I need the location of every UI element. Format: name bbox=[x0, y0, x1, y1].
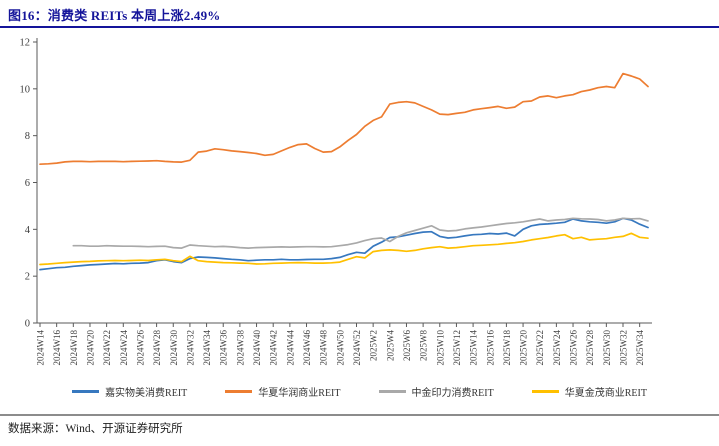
legend-label: 嘉实物美消费REIT bbox=[105, 388, 188, 399]
series-line-2 bbox=[72, 217, 649, 249]
x-tick-label: 2024W18 bbox=[69, 330, 79, 366]
x-tick-label: 2025W28 bbox=[585, 330, 595, 366]
y-tick-label: 10 bbox=[20, 84, 31, 95]
x-tick-label: 2024W34 bbox=[202, 330, 212, 366]
legend-item-3: 华夏金茂商业REIT bbox=[531, 384, 647, 399]
legend-item-1: 华夏华润商业REIT bbox=[225, 384, 341, 399]
x-tick-label: 2025W20 bbox=[519, 330, 529, 366]
x-tick-label: 2024W46 bbox=[302, 330, 312, 366]
x-tick-label: 2025W30 bbox=[602, 330, 612, 366]
y-tick-label: 2 bbox=[25, 272, 30, 283]
x-tick-label: 2024W22 bbox=[102, 330, 112, 366]
x-tick-label: 2025W32 bbox=[619, 330, 629, 366]
y-tick-label: 8 bbox=[25, 131, 30, 142]
x-tick-label: 2025W34 bbox=[635, 330, 645, 366]
y-tick-label: 12 bbox=[20, 38, 31, 49]
x-tick-label: 2024W42 bbox=[269, 330, 279, 366]
x-tick-label: 2025W4 bbox=[385, 330, 395, 361]
x-tick-label: 2024W16 bbox=[52, 330, 62, 366]
chart-legend: 嘉实物美消费REIT 华夏华润商业REIT 中金印力消费REIT 华夏金茂商业REIT bbox=[0, 384, 719, 399]
x-tick-label: 2024W30 bbox=[169, 330, 179, 366]
series-line-3 bbox=[39, 232, 649, 266]
x-tick-label: 2024W32 bbox=[185, 330, 195, 366]
legend-label: 中金印力消费REIT bbox=[411, 388, 494, 399]
y-tick-label: 0 bbox=[25, 319, 30, 330]
x-tick-label: 2025W14 bbox=[469, 330, 479, 366]
x-tick-label: 2024W40 bbox=[252, 330, 262, 366]
x-tick-label: 2025W18 bbox=[502, 330, 512, 366]
legend-item-2: 中金印力消费REIT bbox=[378, 384, 494, 399]
x-tick-label: 2024W44 bbox=[285, 330, 295, 366]
x-tick-label: 2025W22 bbox=[535, 330, 545, 366]
legend-label: 华夏金茂商业REIT bbox=[564, 388, 647, 399]
line-chart: 0 2 4 6 8 10 12 2024W14 2024W16 2024W18 2024W20 202… bbox=[20, 38, 652, 366]
x-tick-label: 2025W16 bbox=[485, 330, 495, 366]
x-tick-label: 2025W26 bbox=[569, 330, 579, 366]
x-tick-label: 2024W52 bbox=[352, 330, 362, 366]
series-line-1 bbox=[39, 72, 649, 166]
footer-divider bbox=[0, 414, 719, 416]
x-tick-label: 2024W14 bbox=[36, 330, 46, 366]
legend-swatch-icon bbox=[531, 390, 559, 393]
x-tick-label: 2025W12 bbox=[452, 330, 462, 366]
title-divider bbox=[0, 26, 719, 28]
legend-label: 华夏华润商业REIT bbox=[258, 388, 341, 399]
legend-swatch-icon bbox=[225, 390, 253, 393]
x-tick-label: 2024W26 bbox=[135, 330, 145, 366]
x-tick-label: 2024W24 bbox=[119, 330, 129, 366]
x-tick-label: 2025W10 bbox=[435, 330, 445, 366]
x-tick-label: 2025W8 bbox=[419, 330, 429, 361]
x-tick-label: 2024W36 bbox=[219, 330, 229, 366]
figure-title: 图16：消费类 REITs 本周上涨2.49% bbox=[8, 8, 221, 23]
x-tick-label: 2024W28 bbox=[152, 330, 162, 366]
x-tick-label: 2025W6 bbox=[402, 330, 412, 361]
data-source: 数据来源：Wind、开源证券研究所 bbox=[8, 423, 183, 435]
series-line-0 bbox=[39, 217, 649, 271]
legend-item-0: 嘉实物美消费REIT bbox=[72, 384, 187, 399]
x-tick-label: 2024W20 bbox=[85, 330, 95, 366]
legend-swatch-icon bbox=[72, 390, 100, 393]
legend-swatch-icon bbox=[378, 390, 406, 393]
x-tick-label: 2024W50 bbox=[335, 330, 345, 366]
y-tick-label: 4 bbox=[25, 225, 31, 236]
x-tick-label: 2025W24 bbox=[552, 330, 562, 366]
x-tick-label: 2024W48 bbox=[319, 330, 329, 366]
y-tick-label: 6 bbox=[25, 178, 30, 189]
x-tick-label: 2025W2 bbox=[369, 330, 379, 361]
x-tick-label: 2024W38 bbox=[235, 330, 245, 366]
